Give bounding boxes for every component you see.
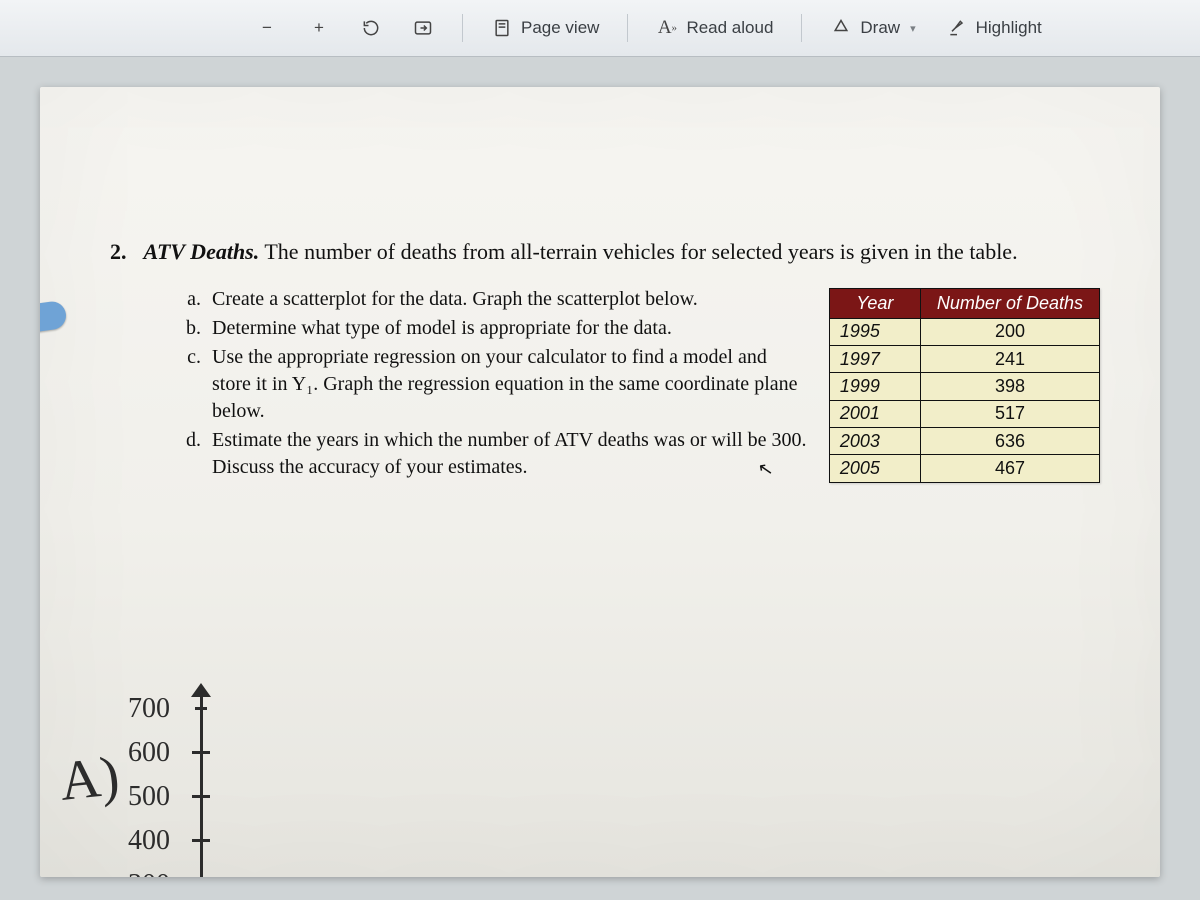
axis-label: 400 xyxy=(128,825,170,857)
table-row: 2003 636 xyxy=(829,428,1099,455)
highlight-button[interactable]: Highlight xyxy=(940,13,1048,43)
table-row: 1999 398 xyxy=(829,373,1099,400)
rotate-icon xyxy=(360,17,382,39)
col-year-header: Year xyxy=(829,288,920,318)
problem-heading: 2. ATV Deaths. The number of deaths from… xyxy=(110,237,1090,268)
axis-label: 700 xyxy=(128,693,170,725)
table-row: 2005 467 xyxy=(829,455,1099,482)
cell-year: 2001 xyxy=(829,400,920,427)
problem-intro: The number of deaths from all-terrain ve… xyxy=(264,239,1017,264)
cell-year: 2005 xyxy=(829,455,920,482)
chevron-down-icon: ▾ xyxy=(910,22,916,35)
zoom-out-button[interactable]: − xyxy=(250,13,284,43)
axis-tick xyxy=(192,751,210,754)
fit-page-button[interactable] xyxy=(406,13,440,43)
question-b: Determine what type of model is appropri… xyxy=(206,315,809,344)
axis-label: 500 xyxy=(128,781,170,813)
cell-year: 1999 xyxy=(829,373,920,400)
toolbar-divider xyxy=(801,14,802,42)
axis-tick xyxy=(195,707,207,710)
question-d: Estimate the years in which the number o… xyxy=(206,427,809,483)
table-row: 1995 200 xyxy=(829,318,1099,345)
axis-tick xyxy=(192,839,210,842)
problem-content: 2. ATV Deaths. The number of deaths from… xyxy=(110,237,1100,483)
cell-year: 1997 xyxy=(829,346,920,373)
answer-label-a: A) xyxy=(57,744,122,814)
question-list: Create a scatterplot for the data. Graph… xyxy=(110,286,809,483)
axis-label: 600 xyxy=(128,737,170,769)
table-row: 1997 241 xyxy=(829,346,1099,373)
page-view-label: Page view xyxy=(521,18,599,38)
table-row: 2001 517 xyxy=(829,400,1099,427)
rotate-button[interactable] xyxy=(354,13,388,43)
read-aloud-icon: A» xyxy=(656,17,678,39)
cell-deaths: 398 xyxy=(920,373,1099,400)
draw-icon xyxy=(830,17,852,39)
axis-label: 300 xyxy=(128,869,170,877)
read-aloud-button[interactable]: A» Read aloud xyxy=(650,13,779,43)
fit-page-icon xyxy=(412,17,434,39)
pdf-reader-toolbar: − + Page view A» Read aloud xyxy=(0,0,1200,57)
minus-icon: − xyxy=(256,17,278,39)
problem-number: 2. xyxy=(110,237,138,268)
read-aloud-label: Read aloud xyxy=(686,18,773,38)
toolbar-divider xyxy=(627,14,628,42)
bookmark-tab xyxy=(40,300,68,332)
col-deaths-header: Number of Deaths xyxy=(920,288,1099,318)
cell-deaths: 200 xyxy=(920,318,1099,345)
highlight-icon xyxy=(946,17,968,39)
draw-label: Draw xyxy=(860,18,900,38)
zoom-in-button[interactable]: + xyxy=(302,13,336,43)
axis-tick xyxy=(192,795,210,798)
page-view-button[interactable]: Page view xyxy=(485,13,605,43)
cell-deaths: 241 xyxy=(920,346,1099,373)
cell-year: 1995 xyxy=(829,318,920,345)
page-view-icon xyxy=(491,17,513,39)
problem-title: ATV Deaths. xyxy=(144,239,260,264)
toolbar-divider xyxy=(462,14,463,42)
cell-deaths: 636 xyxy=(920,428,1099,455)
highlight-label: Highlight xyxy=(976,18,1042,38)
table-header-row: Year Number of Deaths xyxy=(829,288,1099,318)
y-axis-line xyxy=(200,695,203,877)
cell-deaths: 517 xyxy=(920,400,1099,427)
question-a: Create a scatterplot for the data. Graph… xyxy=(206,286,809,315)
data-table: Year Number of Deaths 1995 200 1997 241 … xyxy=(829,288,1100,483)
draw-button[interactable]: Draw ▾ xyxy=(824,13,921,43)
cell-deaths: 467 xyxy=(920,455,1099,482)
document-page: 2. ATV Deaths. The number of deaths from… xyxy=(40,87,1160,877)
plus-icon: + xyxy=(308,17,330,39)
cell-year: 2003 xyxy=(829,428,920,455)
handwritten-sketch: A) 700 600 500 400 300 xyxy=(60,687,320,877)
question-c: Use the appropriate regression on your c… xyxy=(206,344,809,427)
